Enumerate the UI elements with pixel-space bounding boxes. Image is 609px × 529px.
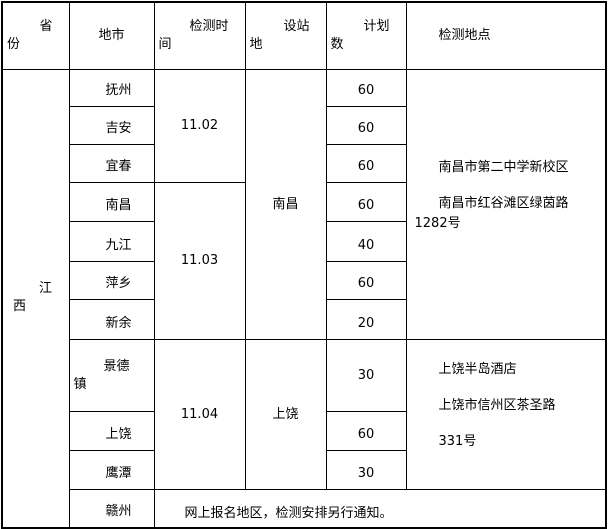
plan-cell: 60 [325, 182, 407, 222]
note-cell: 网上报名地区，检测安排另行通知。 [153, 489, 607, 528]
city-cell: 南昌 [68, 182, 155, 222]
time-cell: 11.02 [153, 69, 246, 183]
plan-cell: 20 [325, 299, 407, 340]
table-row: 鹰潭 30 [2, 450, 606, 490]
header-address: 检测地点 [405, 1, 607, 70]
plan-cell: 60 [325, 106, 407, 145]
header-row: 省份 地市 检测时间 设站地 计划数 检测地点 [1, 1, 607, 70]
header-city: 地市 [68, 1, 155, 70]
city-cell: 吉安 [68, 106, 155, 145]
header-plan: 计划数 [325, 1, 407, 70]
site-cell: 南昌 [244, 69, 327, 340]
header-site: 设站地 [244, 1, 327, 70]
plan-cell: 60 [325, 261, 407, 300]
table-row: 宜春 60 [2, 144, 606, 183]
site-cell: 上饶 [244, 339, 327, 490]
city-cell: 萍乡 [68, 261, 155, 300]
plan-cell: 30 [325, 450, 407, 490]
table-row: 新余 20 [2, 299, 606, 340]
city-cell: 抚州 [68, 69, 155, 107]
plan-cell: 30 [325, 339, 407, 412]
time-cell: 11.04 [153, 339, 246, 490]
city-cell: 赣州 [68, 489, 155, 528]
city-cell: 上饶 [68, 411, 155, 451]
address-cell: 上饶半岛酒店 上饶市信州区茶圣路 331号 [405, 339, 607, 490]
city-cell: 新余 [68, 299, 155, 340]
table-row: 南昌 11.03 60 [2, 182, 606, 340]
city-cell: 鹰潭 [68, 450, 155, 490]
city-cell: 九江 [68, 221, 155, 262]
plan-cell: 60 [325, 144, 407, 183]
plan-cell: 60 [325, 69, 407, 107]
table-row: 上饶 60 [2, 411, 606, 451]
table-row: 萍乡 60 [2, 261, 606, 300]
table-row: 景德镇 11.04 上饶 30 上饶半岛酒店 上饶市信州区茶圣路 331号 [2, 339, 607, 490]
table-row: 江西 抚州 11.02 南昌 60 南昌市第二中学新校区 南昌市红谷滩区绿茵路 12… [1, 69, 607, 528]
province-cell: 江西 [1, 69, 70, 528]
address-cell: 南昌市第二中学新校区 南昌市红谷滩区绿茵路 1282号 [405, 69, 607, 340]
table-row: 九江 40 [2, 221, 606, 262]
table-row: 赣州 网上报名地区，检测安排另行通知。 [2, 489, 607, 528]
plan-cell: 60 [325, 411, 407, 451]
table-row: 吉安 60 [2, 106, 606, 145]
plan-cell: 40 [325, 221, 407, 262]
header-province: 省份 [1, 1, 70, 70]
header-time: 检测时间 [153, 1, 246, 70]
city-cell: 宜春 [68, 144, 155, 183]
time-cell: 11.03 [153, 182, 246, 340]
city-cell: 景德镇 [68, 339, 155, 412]
